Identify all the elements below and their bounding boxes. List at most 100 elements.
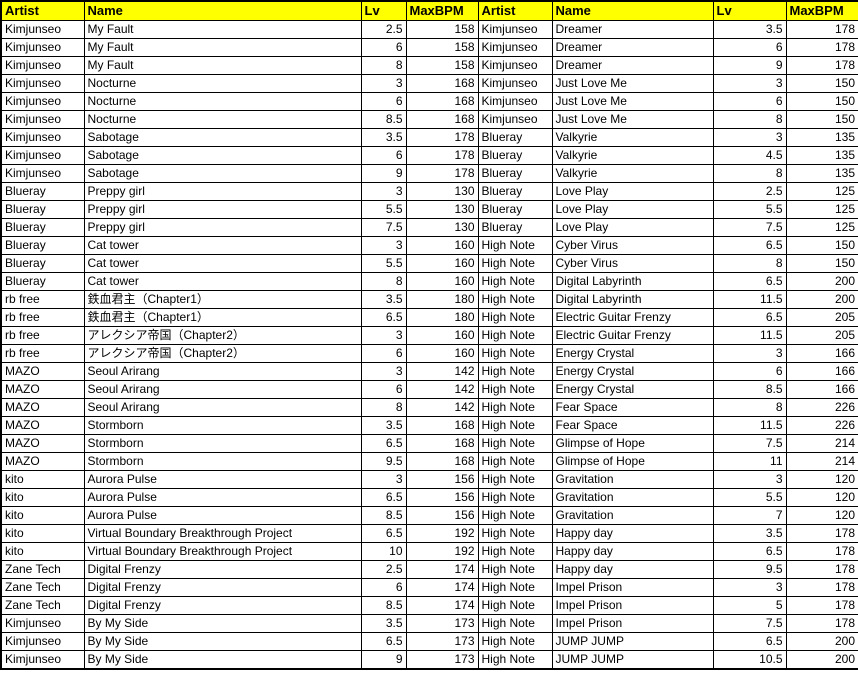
cell-maxbpm[interactable]: 158 <box>405 56 479 75</box>
cell-maxbpm[interactable]: 174 <box>405 596 479 615</box>
cell-artist[interactable]: rb free <box>0 326 85 345</box>
cell-lv[interactable]: 3 <box>360 362 407 381</box>
cell-name[interactable]: Dreamer <box>551 38 714 57</box>
cell-artist[interactable]: Kimjunseo <box>0 56 85 75</box>
cell-artist[interactable]: Blueray <box>0 254 85 273</box>
cell-artist[interactable]: rb free <box>0 290 85 309</box>
cell-artist[interactable]: Blueray <box>477 164 553 183</box>
cell-lv[interactable]: 9 <box>360 650 407 670</box>
cell-artist[interactable]: High Note <box>477 524 553 543</box>
cell-artist[interactable]: High Note <box>477 614 553 633</box>
cell-lv[interactable]: 9.5 <box>712 560 787 579</box>
cell-lv[interactable]: 6 <box>360 344 407 363</box>
cell-lv[interactable]: 8 <box>360 272 407 291</box>
header-cell-lv-right[interactable]: Lv <box>712 0 787 21</box>
cell-lv[interactable]: 10 <box>360 542 407 561</box>
cell-artist[interactable]: High Note <box>477 578 553 597</box>
cell-lv[interactable]: 5.5 <box>360 254 407 273</box>
cell-artist[interactable]: Kimjunseo <box>0 92 85 111</box>
cell-name[interactable]: Nocturne <box>83 110 362 129</box>
cell-name[interactable]: アレクシア帝国（Chapter2） <box>83 326 362 345</box>
cell-name[interactable]: Preppy girl <box>83 200 362 219</box>
cell-artist[interactable]: MAZO <box>0 398 85 417</box>
cell-lv[interactable]: 5.5 <box>360 200 407 219</box>
cell-artist[interactable]: Blueray <box>477 128 553 147</box>
cell-artist[interactable]: High Note <box>477 236 553 255</box>
cell-lv[interactable]: 11.5 <box>712 326 787 345</box>
cell-maxbpm[interactable]: 166 <box>785 344 858 363</box>
cell-name[interactable]: Digital Labyrinth <box>551 290 714 309</box>
cell-maxbpm[interactable]: 150 <box>785 74 858 93</box>
cell-name[interactable]: Happy day <box>551 542 714 561</box>
cell-lv[interactable]: 6 <box>360 578 407 597</box>
cell-lv[interactable]: 7.5 <box>712 614 787 633</box>
cell-name[interactable]: Impel Prison <box>551 614 714 633</box>
cell-lv[interactable]: 5.5 <box>712 488 787 507</box>
cell-lv[interactable]: 6.5 <box>360 632 407 651</box>
cell-lv[interactable]: 3.5 <box>712 20 787 39</box>
header-cell-maxbpm-left[interactable]: MaxBPM <box>405 0 479 21</box>
cell-artist[interactable]: Kimjunseo <box>477 56 553 75</box>
cell-maxbpm[interactable]: 158 <box>405 38 479 57</box>
cell-lv[interactable]: 9 <box>712 56 787 75</box>
cell-name[interactable]: Happy day <box>551 524 714 543</box>
cell-maxbpm[interactable]: 130 <box>405 200 479 219</box>
header-cell-name-left[interactable]: Name <box>83 0 362 21</box>
cell-maxbpm[interactable]: 150 <box>785 254 858 273</box>
cell-maxbpm[interactable]: 158 <box>405 20 479 39</box>
cell-artist[interactable]: rb free <box>0 344 85 363</box>
cell-lv[interactable]: 3 <box>712 344 787 363</box>
header-cell-artist-right[interactable]: Artist <box>477 0 553 21</box>
cell-lv[interactable]: 7.5 <box>360 218 407 237</box>
cell-lv[interactable]: 6.5 <box>360 524 407 543</box>
cell-name[interactable]: Energy Crystal <box>551 362 714 381</box>
cell-artist[interactable]: kito <box>0 488 85 507</box>
cell-maxbpm[interactable]: 150 <box>785 92 858 111</box>
cell-name[interactable]: Glimpse of Hope <box>551 434 714 453</box>
cell-maxbpm[interactable]: 160 <box>405 236 479 255</box>
cell-name[interactable]: Energy Crystal <box>551 380 714 399</box>
cell-name[interactable]: By My Side <box>83 632 362 651</box>
cell-lv[interactable]: 6.5 <box>712 272 787 291</box>
cell-lv[interactable]: 10.5 <box>712 650 787 670</box>
cell-name[interactable]: Digital Frenzy <box>83 596 362 615</box>
cell-name[interactable]: Valkyrie <box>551 164 714 183</box>
cell-artist[interactable]: High Note <box>477 326 553 345</box>
cell-name[interactable]: Cat tower <box>83 254 362 273</box>
cell-name[interactable]: Cat tower <box>83 236 362 255</box>
cell-name[interactable]: Fear Space <box>551 416 714 435</box>
cell-artist[interactable]: Kimjunseo <box>0 38 85 57</box>
cell-maxbpm[interactable]: 135 <box>785 128 858 147</box>
cell-lv[interactable]: 3 <box>360 182 407 201</box>
cell-artist[interactable]: Blueray <box>477 218 553 237</box>
cell-name[interactable]: Nocturne <box>83 92 362 111</box>
cell-maxbpm[interactable]: 192 <box>405 542 479 561</box>
cell-artist[interactable]: Kimjunseo <box>0 128 85 147</box>
cell-lv[interactable]: 6.5 <box>712 236 787 255</box>
cell-name[interactable]: Digital Frenzy <box>83 578 362 597</box>
cell-artist[interactable]: Kimjunseo <box>0 20 85 39</box>
cell-artist[interactable]: Kimjunseo <box>0 74 85 93</box>
cell-name[interactable]: Aurora Pulse <box>83 506 362 525</box>
cell-lv[interactable]: 5 <box>712 596 787 615</box>
cell-name[interactable]: Preppy girl <box>83 218 362 237</box>
cell-maxbpm[interactable]: 205 <box>785 308 858 327</box>
cell-name[interactable]: Impel Prison <box>551 578 714 597</box>
cell-maxbpm[interactable]: 168 <box>405 416 479 435</box>
cell-lv[interactable]: 6 <box>712 92 787 111</box>
cell-artist[interactable]: Blueray <box>0 272 85 291</box>
cell-name[interactable]: 鉄血君主（Chapter1） <box>83 308 362 327</box>
cell-name[interactable]: Sabotage <box>83 164 362 183</box>
cell-maxbpm[interactable]: 226 <box>785 398 858 417</box>
cell-name[interactable]: Cyber Virus <box>551 236 714 255</box>
cell-name[interactable]: Dreamer <box>551 56 714 75</box>
cell-artist[interactable]: High Note <box>477 596 553 615</box>
cell-lv[interactable]: 8 <box>360 56 407 75</box>
cell-name[interactable]: Seoul Arirang <box>83 362 362 381</box>
cell-artist[interactable]: Zane Tech <box>0 596 85 615</box>
cell-lv[interactable]: 3 <box>712 74 787 93</box>
cell-artist[interactable]: High Note <box>477 308 553 327</box>
cell-artist[interactable]: Kimjunseo <box>0 164 85 183</box>
cell-lv[interactable]: 6.5 <box>360 488 407 507</box>
cell-lv[interactable]: 2.5 <box>360 560 407 579</box>
